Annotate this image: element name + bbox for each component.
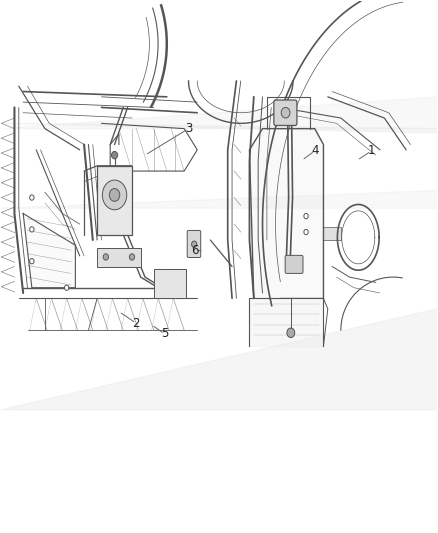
Polygon shape	[23, 214, 75, 288]
Circle shape	[64, 285, 69, 290]
Bar	[154, 269, 186, 298]
Circle shape	[112, 151, 117, 159]
FancyBboxPatch shape	[187, 230, 201, 257]
Circle shape	[102, 180, 127, 210]
Circle shape	[304, 229, 308, 235]
Circle shape	[129, 254, 134, 260]
Text: 2: 2	[133, 317, 140, 330]
Bar	[97, 166, 132, 235]
Text: 3: 3	[185, 122, 192, 135]
Circle shape	[30, 195, 34, 200]
Bar	[323, 227, 341, 240]
Circle shape	[110, 189, 120, 201]
FancyBboxPatch shape	[285, 255, 303, 273]
Polygon shape	[250, 298, 323, 346]
Bar	[97, 248, 141, 266]
Circle shape	[30, 259, 34, 264]
Circle shape	[287, 328, 295, 337]
Polygon shape	[1, 123, 438, 171]
Circle shape	[304, 214, 308, 219]
Text: 6: 6	[191, 244, 199, 257]
Polygon shape	[1, 293, 438, 410]
Circle shape	[103, 254, 109, 260]
Polygon shape	[1, 97, 438, 128]
FancyBboxPatch shape	[274, 100, 297, 125]
Circle shape	[30, 227, 34, 232]
Polygon shape	[250, 128, 323, 298]
Polygon shape	[1, 155, 438, 208]
Circle shape	[281, 108, 290, 118]
Text: 1: 1	[367, 144, 375, 157]
Text: 5: 5	[161, 327, 168, 341]
Text: 4: 4	[311, 144, 318, 157]
Circle shape	[191, 241, 197, 247]
